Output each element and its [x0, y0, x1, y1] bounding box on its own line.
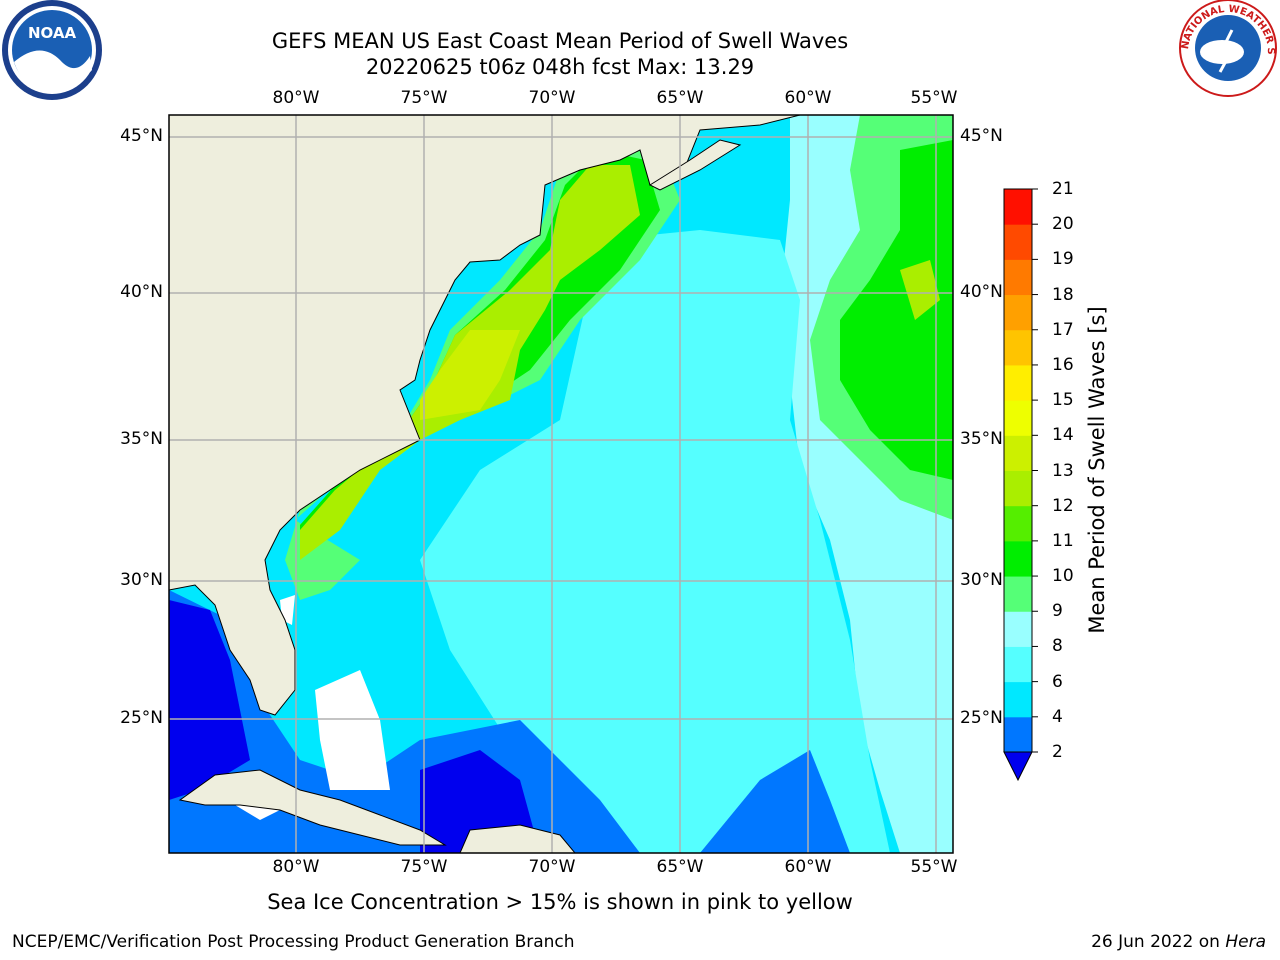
colorbar-segment [1004, 400, 1032, 436]
colorbar-tick-label: 18 [1052, 284, 1074, 305]
lat-label-left: 40°N [120, 282, 163, 302]
colorbar-tick-label: 8 [1052, 636, 1063, 657]
lon-label-top: 80°W [272, 88, 320, 108]
colorbar-segment [1004, 576, 1032, 612]
colorbar-segment [1004, 294, 1032, 331]
lat-label-right: 40°N [960, 282, 1003, 302]
lat-label-left: 45°N [120, 126, 163, 146]
colorbar-tick-label: 11 [1052, 530, 1074, 551]
no-data-patch [315, 670, 390, 790]
field-blue-south [700, 750, 850, 853]
lat-label-right: 35°N [960, 429, 1003, 449]
colorbar-segment [1004, 224, 1032, 260]
lat-label-right: 25°N [960, 708, 1003, 728]
noaa-logo: NOAA [2, 0, 102, 100]
colorbar-segment [1004, 329, 1032, 366]
colorbar-tick-label: 15 [1052, 390, 1074, 411]
sea-ice-note: Sea Ice Concentration > 15% is shown in … [267, 890, 853, 914]
lon-label-top: 70°W [528, 88, 576, 108]
colorbar-segment [1004, 540, 1032, 577]
lon-label-top: 75°W [400, 88, 448, 108]
colorbar-tick-label: 21 [1052, 179, 1074, 199]
land-hispaniola [459, 824, 576, 853]
colorbar-segment [1004, 364, 1032, 401]
lon-label-bottom: 75°W [400, 857, 448, 877]
colorbar-extend-arrow [1003, 751, 1033, 782]
land-nova-scotia [648, 139, 742, 191]
colorbar-segment [1004, 646, 1032, 683]
credit-line: NCEP/EMC/Verification Post Processing Pr… [12, 932, 575, 952]
colorbar-segment [1004, 611, 1032, 647]
lon-label-bottom: 80°W [272, 857, 320, 877]
colorbar-tick-label: 2 [1052, 742, 1063, 762]
lat-label-right: 45°N [960, 126, 1003, 146]
lat-label-left: 30°N [120, 570, 163, 590]
lon-label-bottom: 70°W [528, 857, 576, 877]
colorbar-segment [1004, 259, 1032, 296]
noaa-logo-text: NOAA [28, 24, 77, 42]
svg-text:NATIONAL WEATHER SERVICE: NATIONAL WEATHER SERVICE [0, 0, 1276, 55]
colorbar-tick-label: 19 [1052, 249, 1074, 270]
field-bright-yellow-coast [420, 330, 520, 420]
machine-name: Hera [1225, 932, 1266, 952]
issue-date: 26 Jun 2022 on Hera [1091, 932, 1266, 952]
map-frame [168, 114, 954, 854]
lon-label-bottom: 55°W [910, 857, 958, 877]
lon-label-bottom: 60°W [784, 857, 832, 877]
lon-label-bottom: 65°W [656, 857, 704, 877]
colorbar-tick-label: 12 [1052, 495, 1074, 516]
lat-label-left: 35°N [120, 429, 163, 449]
colorbar [1003, 188, 1038, 782]
colorbar-segment [1004, 505, 1032, 542]
graticule [169, 115, 953, 853]
colorbar-segment [1004, 681, 1032, 718]
lon-label-top: 60°W [784, 88, 832, 108]
chart-title: GEFS MEAN US East Coast Mean Period of S… [271, 29, 849, 53]
lat-label-left: 25°N [120, 708, 163, 728]
colorbar-tick-label: 6 [1052, 671, 1063, 692]
colorbar-segment [1004, 716, 1032, 753]
colorbar-segment [1004, 435, 1032, 471]
nws-logo: NATIONAL WEATHER SERVICE [0, 0, 1277, 97]
colorbar-tick-label: 20 [1052, 214, 1074, 235]
land-north-america [169, 115, 801, 716]
colorbar-tick-label: 9 [1052, 601, 1063, 622]
colorbar-tick-label: 13 [1052, 460, 1074, 481]
field-green-east-core [840, 140, 953, 480]
field-pale-cyan [420, 230, 890, 853]
colorbar-segment [1004, 189, 1032, 225]
lon-label-top: 55°W [910, 88, 958, 108]
colorbar-tick-label: 16 [1052, 354, 1074, 375]
field-deep-blue [169, 600, 250, 800]
land-cuba [178, 769, 447, 846]
colorbar-tick-label: 17 [1052, 319, 1074, 340]
lon-label-top: 65°W [656, 88, 704, 108]
field-yellow-east [900, 260, 940, 320]
colorbar-label: Mean Period of Swell Waves [s] [1085, 306, 1109, 634]
colorbar-tick-label: 10 [1052, 566, 1074, 587]
colorbar-segment [1004, 470, 1032, 507]
nws-logo-text: NATIONAL WEATHER SERVICE [0, 0, 1276, 55]
colorbar-tick-label: 4 [1052, 706, 1063, 727]
lat-label-right: 30°N [960, 570, 1003, 590]
chart-subtitle: 20220625 t06z 048h fcst Max: 13.29 [365, 55, 755, 79]
colorbar-tick-label: 14 [1052, 425, 1074, 446]
